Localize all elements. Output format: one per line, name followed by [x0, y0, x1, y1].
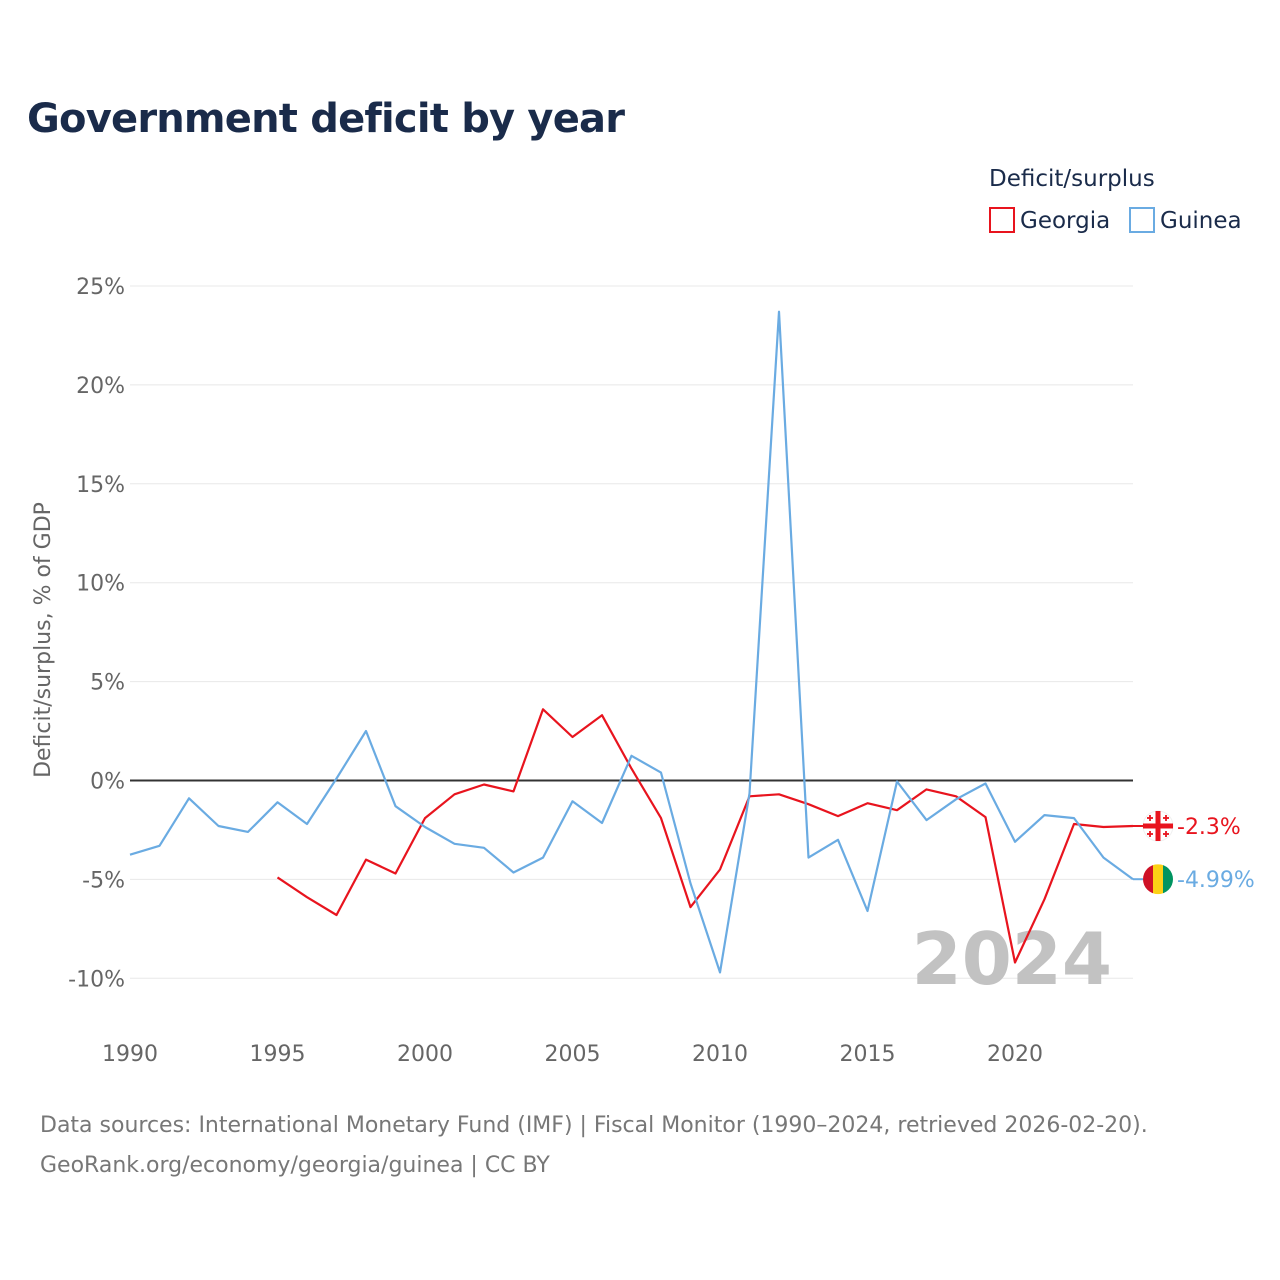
y-tick-label: -5%: [82, 868, 125, 893]
end-label-georgia: -2.3%: [1177, 815, 1241, 840]
y-tick-label: 15%: [76, 473, 125, 498]
legend-swatch-guinea: [1129, 207, 1155, 233]
series-line-guinea[interactable]: [129, 310, 1134, 974]
legend-item-georgia[interactable]: Georgia: [989, 207, 1110, 234]
y-axis: 25% 20% 15% 10% 5% 0% -5% -10%: [68, 275, 125, 992]
y-tick-label: -10%: [68, 967, 125, 992]
x-tick-label: 1995: [250, 1042, 306, 1067]
y-tick-label: 0%: [90, 770, 125, 795]
legend: Deficit/surplus Georgia Guinea: [989, 166, 1242, 234]
x-tick-label: 2010: [692, 1042, 748, 1067]
series-layer: [129, 310, 1134, 974]
legend-title: Deficit/surplus: [989, 166, 1155, 192]
legend-label-guinea: Guinea: [1160, 208, 1242, 234]
year-watermark: 2024: [912, 917, 1112, 1001]
footer: Data sources: International Monetary Fun…: [40, 1106, 1260, 1186]
end-label-guinea: -4.99%: [1177, 868, 1255, 893]
x-tick-label: 2005: [545, 1042, 601, 1067]
y-tick-label: 20%: [76, 374, 125, 399]
x-tick-label: 2000: [397, 1042, 453, 1067]
source-line: Data sources: International Monetary Fun…: [40, 1113, 1148, 1138]
chart-title: Government deficit by year: [27, 96, 625, 142]
grid: [130, 285, 1133, 979]
x-tick-label: 2015: [840, 1042, 896, 1067]
y-tick-label: 10%: [76, 572, 125, 597]
credit-line: GeoRank.org/economy/georgia/guinea | CC …: [40, 1153, 550, 1178]
y-axis-label: Deficit/surplus, % of GDP: [31, 502, 56, 778]
legend-label-georgia: Georgia: [1020, 208, 1110, 234]
georgia-flag-icon: [1142, 810, 1174, 842]
end-labels: -2.3% -4.99%: [1133, 810, 1255, 895]
legend-swatch-georgia: [989, 207, 1015, 233]
x-axis: 1990 1995 2000 2005 2010 2015 2020: [102, 1042, 1043, 1067]
x-tick-label: 2020: [987, 1042, 1043, 1067]
y-tick-label: 25%: [76, 275, 125, 300]
y-tick-label: 5%: [90, 671, 125, 696]
legend-item-guinea[interactable]: Guinea: [1129, 207, 1242, 234]
x-tick-label: 1990: [102, 1042, 158, 1067]
series-line-georgia[interactable]: [276, 708, 1134, 964]
guinea-flag-icon: [1143, 864, 1173, 895]
